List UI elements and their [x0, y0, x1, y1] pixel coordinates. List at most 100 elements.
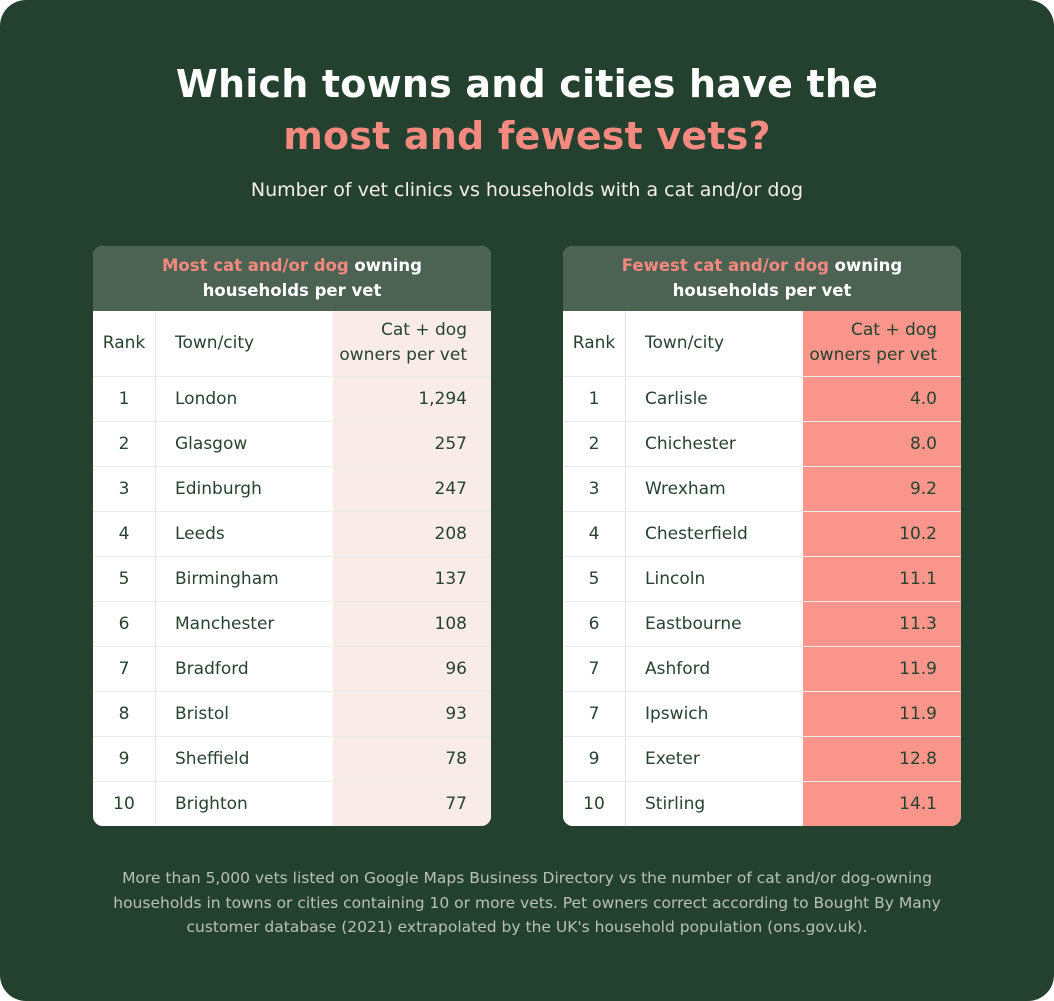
table-row: 3 Edinburgh 247 — [93, 465, 491, 511]
value-cell: 12.8 — [803, 736, 961, 781]
table-row: 1 Carlisle 4.0 — [563, 375, 961, 421]
column-header-value: Cat + dog owners per vet — [333, 310, 491, 376]
rank-cell: 2 — [563, 421, 626, 466]
value-cell: 108 — [333, 601, 491, 646]
value-cell: 96 — [333, 646, 491, 691]
table-row: 10 Brighton 77 — [93, 780, 491, 826]
column-header-town: Town/city — [175, 333, 255, 354]
rank-cell: 7 — [93, 646, 156, 691]
rank-cell: 2 — [93, 421, 156, 466]
table-row: 4 Leeds 208 — [93, 510, 491, 556]
value-cell: 11.3 — [803, 601, 961, 646]
column-header-rank: Rank — [93, 310, 156, 376]
rank-cell: 3 — [93, 466, 156, 511]
table-row: 4 Chesterfield 10.2 — [563, 510, 961, 556]
rank-cell: 4 — [93, 511, 156, 556]
page-title: Which towns and cities have the most and… — [0, 58, 1054, 163]
table-row: 6 Eastbourne 11.3 — [563, 600, 961, 646]
table-fewest-title-line2: households per vet — [672, 281, 852, 301]
value-cell: 11.1 — [803, 556, 961, 601]
table-most-households-per-vet: Most cat and/or dog owning households pe… — [93, 245, 491, 826]
page-title-line2: most and fewest vets? — [283, 114, 771, 159]
town-cell: Bristol — [175, 703, 230, 724]
table-row: 1 London 1,294 — [93, 375, 491, 421]
column-header-value: Cat + dog owners per vet — [803, 310, 961, 376]
table-row: 7 Ipswich 11.9 — [563, 690, 961, 736]
town-cell: Stirling — [645, 793, 706, 814]
town-cell: Glasgow — [175, 433, 248, 454]
table-row: 5 Lincoln 11.1 — [563, 555, 961, 601]
rank-cell: 7 — [563, 646, 626, 691]
town-cell: Edinburgh — [175, 478, 262, 499]
page-subtitle: Number of vet clinics vs households with… — [250, 178, 804, 201]
value-cell: 10.2 — [803, 511, 961, 556]
table-fewest-rows: 1 Carlisle 4.0 2 Chichester 8.0 3 Wrexham 9.2 4 Ch… — [563, 375, 961, 826]
table-fewest-column-headers: Rank Town/city Cat + dog owners per vet — [563, 310, 961, 376]
value-cell: 208 — [333, 511, 491, 556]
table-row: 3 Wrexham 9.2 — [563, 465, 961, 511]
value-cell: 137 — [333, 556, 491, 601]
value-cell: 247 — [333, 466, 491, 511]
table-most-column-headers: Rank Town/city Cat + dog owners per vet — [93, 310, 491, 376]
rank-cell: 6 — [93, 601, 156, 646]
rank-cell: 4 — [563, 511, 626, 556]
rank-cell: 7 — [563, 691, 626, 736]
town-cell: Eastbourne — [645, 613, 742, 634]
table-fewest-title-line1: Fewest cat and/or dog owning — [621, 255, 903, 275]
table-most-title: Most cat and/or dog owning households pe… — [93, 245, 491, 311]
table-row: 7 Bradford 96 — [93, 645, 491, 691]
rank-cell: 1 — [563, 376, 626, 421]
town-cell: Exeter — [645, 748, 700, 769]
town-cell: Bradford — [175, 658, 249, 679]
rank-cell: 1 — [93, 376, 156, 421]
value-cell: 8.0 — [803, 421, 961, 466]
column-header-rank: Rank — [563, 310, 626, 376]
value-cell: 11.9 — [803, 646, 961, 691]
rank-cell: 5 — [563, 556, 626, 601]
rank-cell: 3 — [563, 466, 626, 511]
town-cell: Ipswich — [645, 703, 709, 724]
value-cell: 77 — [333, 781, 491, 826]
town-cell: Leeds — [175, 523, 225, 544]
town-cell: Sheffield — [175, 748, 250, 769]
rank-cell: 8 — [93, 691, 156, 736]
rank-cell: 10 — [93, 781, 156, 826]
town-cell: Carlisle — [645, 388, 708, 409]
column-header-town: Town/city — [645, 333, 725, 354]
table-fewest-households-per-vet: Fewest cat and/or dog owning households … — [563, 245, 961, 826]
table-row: 7 Ashford 11.9 — [563, 645, 961, 691]
table-row: 5 Birmingham 137 — [93, 555, 491, 601]
town-cell: Birmingham — [175, 568, 279, 589]
rank-cell: 9 — [563, 736, 626, 781]
footnote: More than 5,000 vets listed on Google Ma… — [113, 868, 941, 937]
town-cell: Lincoln — [645, 568, 706, 589]
table-fewest-title: Fewest cat and/or dog owning households … — [563, 245, 961, 311]
table-row: 9 Exeter 12.8 — [563, 735, 961, 781]
table-row: 10 Stirling 14.1 — [563, 780, 961, 826]
town-cell: Wrexham — [645, 478, 726, 499]
rank-cell: 6 — [563, 601, 626, 646]
town-cell: Chichester — [645, 433, 736, 454]
value-cell: 9.2 — [803, 466, 961, 511]
town-cell: Manchester — [175, 613, 275, 634]
table-most-title-line2: households per vet — [202, 281, 382, 301]
table-most-rows: 1 London 1,294 2 Glasgow 257 3 Edinburgh 247 4 Lee… — [93, 375, 491, 826]
table-row: 2 Glasgow 257 — [93, 420, 491, 466]
table-row: 2 Chichester 8.0 — [563, 420, 961, 466]
table-most-title-line1: Most cat and/or dog owning — [162, 255, 422, 275]
town-cell: Ashford — [645, 658, 711, 679]
town-cell: Chesterfield — [645, 523, 748, 544]
value-cell: 78 — [333, 736, 491, 781]
value-cell: 14.1 — [803, 781, 961, 826]
value-cell: 257 — [333, 421, 491, 466]
rank-cell: 9 — [93, 736, 156, 781]
table-row: 6 Manchester 108 — [93, 600, 491, 646]
table-row: 9 Sheffield 78 — [93, 735, 491, 781]
value-cell: 11.9 — [803, 691, 961, 736]
value-cell: 93 — [333, 691, 491, 736]
header: Which towns and cities have the most and… — [0, 0, 1054, 201]
rank-cell: 10 — [563, 781, 626, 826]
value-cell: 4.0 — [803, 376, 961, 421]
rank-cell: 5 — [93, 556, 156, 601]
